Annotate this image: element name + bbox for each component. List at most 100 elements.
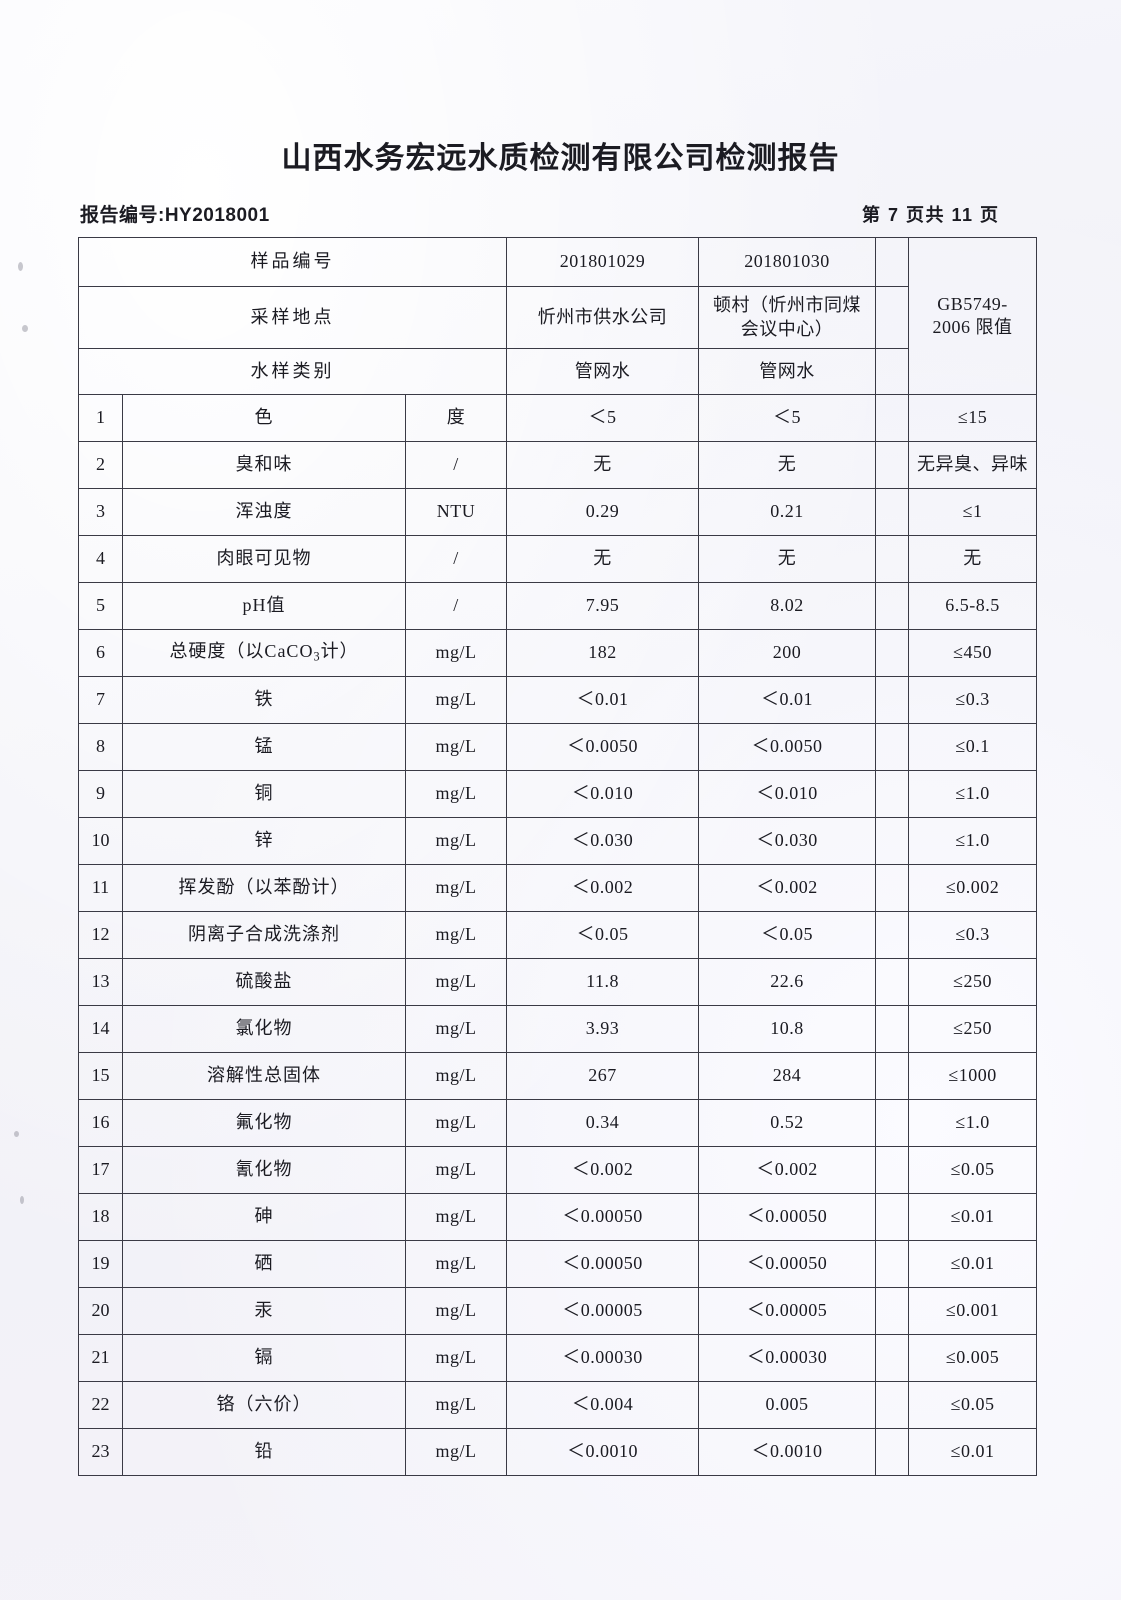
parameter-unit: mg/L	[404, 817, 508, 865]
table-row: 23 铅 mg/L ＜0.0010 ＜0.0010 ≤0.01	[78, 1428, 1038, 1476]
spacer-cell	[875, 441, 910, 489]
sample-2-type: 管网水	[698, 348, 877, 395]
spacer-cell	[875, 1287, 910, 1335]
row-index: 7	[78, 676, 123, 724]
standard-limit: ≤250	[908, 1005, 1038, 1053]
parameter-name: 臭和味	[122, 441, 406, 489]
parameter-unit: /	[404, 582, 508, 630]
parameter-name: 铁	[122, 676, 406, 724]
standard-limit: ≤0.3	[908, 911, 1038, 959]
parameter-name: 浑浊度	[122, 488, 406, 536]
sample-1-value: 7.95	[506, 582, 700, 630]
row-index: 14	[78, 1005, 123, 1053]
scan-speck	[14, 1131, 19, 1137]
parameter-unit: mg/L	[404, 629, 508, 677]
sample-1-value: 无	[506, 441, 700, 489]
parameter-name: 铜	[122, 770, 406, 818]
standard-limit: ≤1.0	[908, 817, 1038, 865]
parameter-unit: mg/L	[404, 1381, 508, 1429]
spacer-cell	[875, 535, 910, 583]
parameter-name: 铅	[122, 1428, 406, 1476]
sample-2-value: 无	[698, 441, 877, 489]
parameter-unit: mg/L	[404, 1146, 508, 1194]
parameter-name: 硫酸盐	[122, 958, 406, 1006]
parameter-name: 色	[122, 394, 406, 442]
sample-1-value: ＜0.030	[506, 817, 700, 865]
parameter-unit: mg/L	[404, 1099, 508, 1147]
parameter-name: 溶解性总固体	[122, 1052, 406, 1100]
row-index: 16	[78, 1099, 123, 1147]
parameter-name: 砷	[122, 1193, 406, 1241]
sample-2-value: 0.21	[698, 488, 877, 536]
row-index: 1	[78, 394, 123, 442]
sample-1-value: 0.29	[506, 488, 700, 536]
sample-1-value: 无	[506, 535, 700, 583]
parameter-name: 氯化物	[122, 1005, 406, 1053]
spacer-cell	[875, 1052, 910, 1100]
spacer-cell	[875, 723, 910, 771]
sample-2-value: 10.8	[698, 1005, 877, 1053]
standard-limit: ≤0.01	[908, 1428, 1038, 1476]
sample-2-value: 8.02	[698, 582, 877, 630]
sample-2-value: ＜0.00030	[698, 1334, 877, 1382]
table-row: 18 砷 mg/L ＜0.00050 ＜0.00050 ≤0.01	[78, 1193, 1038, 1241]
parameter-unit: mg/L	[404, 723, 508, 771]
row-index: 12	[78, 911, 123, 959]
sample-1-value: 267	[506, 1052, 700, 1100]
sample-2-value: 284	[698, 1052, 877, 1100]
parameter-name: 汞	[122, 1287, 406, 1335]
table-row: 13 硫酸盐 mg/L 11.8 22.6 ≤250	[78, 958, 1038, 1006]
parameter-unit: mg/L	[404, 1334, 508, 1382]
sample-2-value: ＜0.05	[698, 911, 877, 959]
sample-1-value: ＜0.004	[506, 1381, 700, 1429]
sample-1-type: 管网水	[506, 348, 700, 395]
page-title: 山西水务宏远水质检测有限公司检测报告	[281, 142, 840, 175]
sample-no-label: 样品编号	[77, 237, 508, 287]
parameter-unit: /	[404, 535, 508, 583]
row-index: 6	[78, 629, 123, 677]
scan-speck	[18, 262, 23, 271]
parameter-name: 挥发酚（以苯酚计）	[122, 864, 406, 912]
parameter-unit: mg/L	[404, 1240, 508, 1288]
limit-standard-line1: GB5749-	[937, 293, 1008, 314]
table-row: 8 锰 mg/L ＜0.0050 ＜0.0050 ≤0.1	[78, 723, 1038, 771]
standard-limit: 无	[908, 535, 1038, 583]
spacer-cell	[875, 1099, 910, 1147]
standard-limit: ≤250	[908, 958, 1038, 1006]
parameter-unit: mg/L	[404, 958, 508, 1006]
sample-2-value: 0.005	[698, 1381, 877, 1429]
table-row: 10 锌 mg/L ＜0.030 ＜0.030 ≤1.0	[78, 817, 1038, 865]
standard-limit: ≤0.05	[908, 1146, 1038, 1194]
table-row: 3 浑浊度 NTU 0.29 0.21 ≤1	[78, 488, 1038, 536]
sample-2-value: ＜0.002	[698, 864, 877, 912]
sample-2-value: ＜0.0010	[698, 1428, 877, 1476]
sample-1-value: 3.93	[506, 1005, 700, 1053]
parameter-name: 氟化物	[122, 1099, 406, 1147]
parameter-name: 锌	[122, 817, 406, 865]
standard-limit: ≤1000	[908, 1052, 1038, 1100]
scan-speck	[22, 325, 28, 332]
standard-limit: ≤0.002	[908, 864, 1038, 912]
sample-1-value: ＜0.00050	[506, 1193, 700, 1241]
spacer-cell	[875, 676, 910, 724]
parameter-unit: mg/L	[404, 1428, 508, 1476]
sample-1-site: 忻州市供水公司	[506, 286, 700, 349]
sample-2-value: 22.6	[698, 958, 877, 1006]
sample-2-value: ＜0.00050	[698, 1193, 877, 1241]
row-index: 9	[78, 770, 123, 818]
sample-1-value: ＜0.0050	[506, 723, 700, 771]
sample-2-value: ＜0.010	[698, 770, 877, 818]
sample-2-value: 无	[698, 535, 877, 583]
sample-2-site-line1: 顿村（忻州市同煤	[713, 295, 862, 316]
table-row: 15 溶解性总固体 mg/L 267 284 ≤1000	[78, 1052, 1038, 1100]
standard-limit: 无异臭、异味	[908, 441, 1038, 489]
sample-2-value: ＜5	[698, 394, 877, 442]
parameter-unit: mg/L	[404, 1005, 508, 1053]
sample-1-value: ＜0.00005	[506, 1287, 700, 1335]
table-row: 20 汞 mg/L ＜0.00005 ＜0.00005 ≤0.001	[78, 1287, 1038, 1335]
table-row: 14 氯化物 mg/L 3.93 10.8 ≤250	[78, 1005, 1038, 1053]
table-row: 9 铜 mg/L ＜0.010 ＜0.010 ≤1.0	[78, 770, 1038, 818]
standard-limit: ≤450	[908, 629, 1038, 677]
row-index: 23	[78, 1428, 123, 1476]
